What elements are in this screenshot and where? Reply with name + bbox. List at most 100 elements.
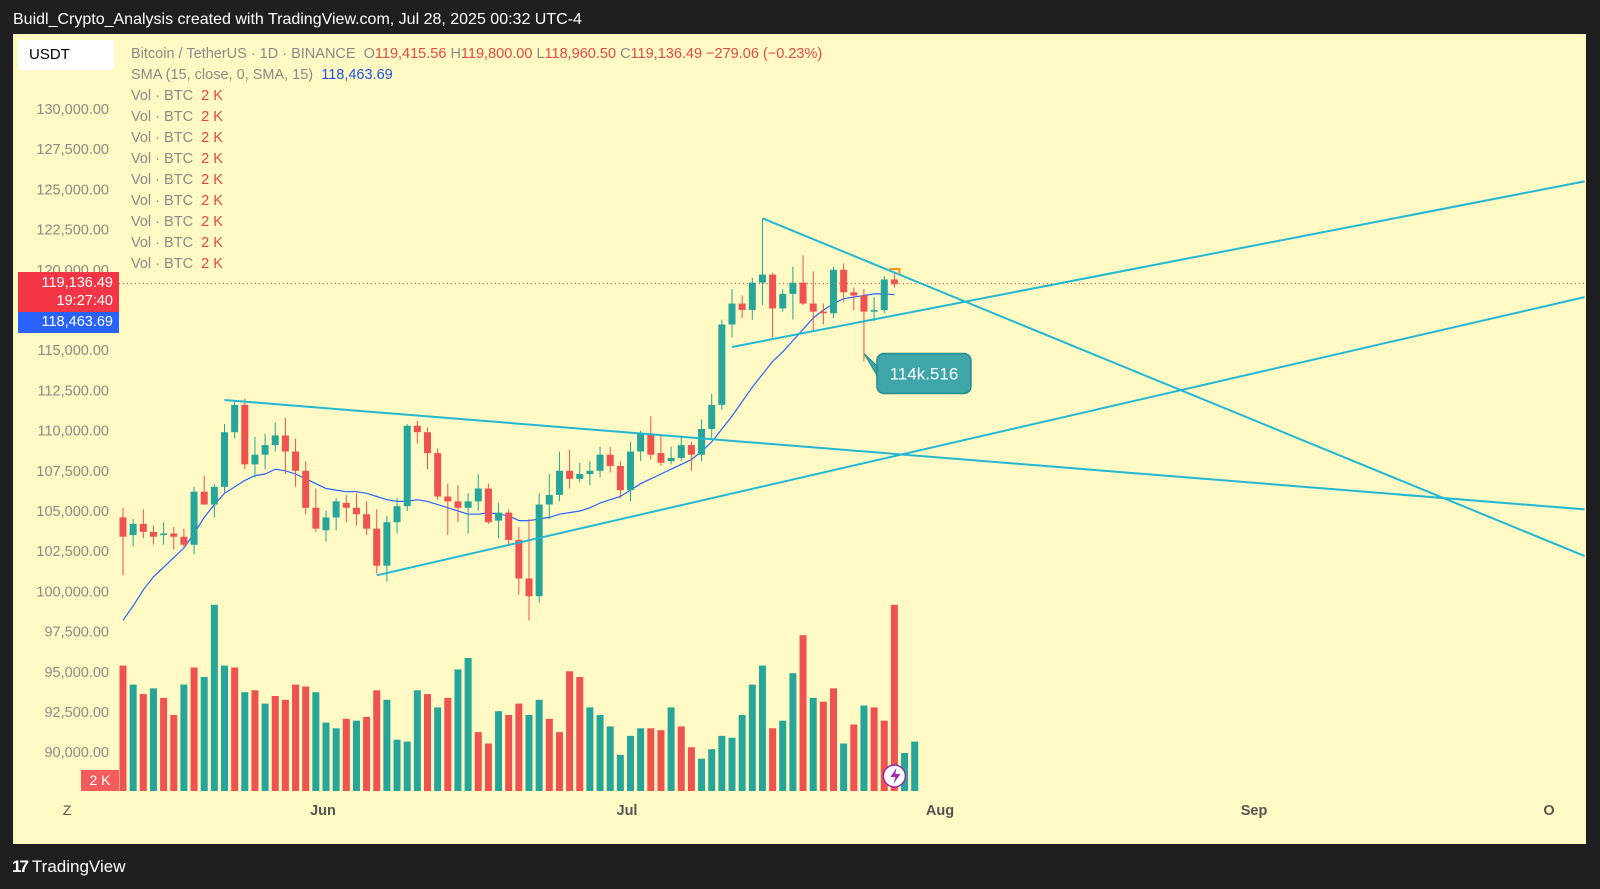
volume-row: Vol · BTC 2 K (131, 128, 822, 149)
candle-body (860, 295, 868, 312)
candle-body (515, 539, 523, 579)
volume-bar (779, 720, 787, 791)
sma-label: SMA (15, close, 0, SMA, 15) (131, 67, 314, 83)
candle-body (505, 512, 513, 540)
candle-body (880, 279, 888, 310)
volume-bar (149, 688, 157, 791)
candle-body (352, 507, 360, 515)
volume-bar (840, 743, 848, 791)
volume-bar (525, 715, 533, 791)
volume-row-label: Vol · BTC (131, 109, 194, 125)
header-bar: Buidl_Crypto_Analysis created with Tradi… (0, 0, 1600, 34)
open-label: O (363, 46, 375, 62)
candle-body (393, 506, 401, 523)
candle-body (210, 486, 218, 505)
change-value: −279.06 (−0.23%) (706, 46, 823, 62)
volume-bar (616, 754, 624, 791)
sma-row: SMA (15, close, 0, SMA, 15) 118,463.69 (131, 65, 822, 86)
chart-area[interactable]: 130,000.00 127,500.00 125,000.00 122,500.00… (13, 34, 1586, 844)
volume-row-value: 2 K (201, 256, 223, 272)
volume-row-value: 2 K (201, 130, 223, 146)
annotation-text: 114k.516 (890, 364, 959, 383)
candle-body (464, 501, 472, 508)
volume-bar (535, 699, 543, 791)
volume-bar (698, 758, 706, 791)
volume-bar (170, 715, 178, 791)
volume-row-value: 2 K (201, 214, 223, 230)
y-tick-label: 97,500.00 (44, 625, 109, 641)
volume-bar (637, 728, 645, 791)
volume-row: Vol · BTC 2 K (131, 149, 822, 170)
volume-bar (728, 737, 736, 791)
candle-body (424, 432, 431, 454)
volume-bar (667, 707, 675, 791)
currency-selector[interactable]: USDT (18, 40, 114, 70)
candle-body (698, 428, 706, 455)
footer-bar: 17 TradingView (0, 844, 1600, 889)
volume-bar (221, 665, 228, 791)
x-tick-label: Aug (926, 803, 954, 819)
candle-body (606, 454, 614, 466)
candle-body (616, 465, 624, 491)
volume-row: Vol · BTC 2 K (131, 86, 822, 107)
symbol-label: Bitcoin / TetherUS · 1D · BINANCE (131, 46, 356, 62)
candle-body (413, 425, 421, 433)
volume-bar (332, 728, 340, 791)
volume-row-label: Vol · BTC (131, 235, 194, 251)
candle-body (434, 453, 442, 497)
volume-bar (718, 735, 726, 791)
price-chart-svg[interactable]: 130,000.00 127,500.00 125,000.00 122,500.00… (13, 34, 1586, 844)
candle-body (890, 279, 898, 285)
zoom-button[interactable]: Z (62, 802, 72, 818)
volume-bar (281, 699, 289, 791)
candle-body (708, 404, 716, 429)
candle-body (200, 491, 208, 505)
volume-bar (850, 724, 858, 791)
candle-body (322, 517, 330, 531)
high-label: H (450, 46, 461, 62)
x-tick-label: Sep (1241, 803, 1268, 819)
candle-body (241, 404, 249, 465)
volume-row-label: Vol · BTC (131, 214, 194, 230)
volume-bar (241, 692, 249, 791)
tradingview-logo[interactable]: 17 TradingView (12, 857, 125, 877)
volume-bar (322, 722, 330, 791)
y-tick-label: 102,500.00 (36, 544, 109, 560)
volume-bar (890, 604, 898, 791)
volume-bar (545, 718, 553, 791)
low-value: 118,960.50 (544, 46, 617, 62)
volume-bar (596, 715, 604, 791)
candle-body (129, 523, 137, 536)
volume-bar (809, 697, 817, 791)
open-value: 119,415.56 (374, 46, 447, 62)
candle-body (870, 310, 878, 312)
volume-row: Vol · BTC 2 K (131, 107, 822, 128)
volume-bar (860, 705, 868, 791)
candle-body (149, 531, 157, 537)
candle-body (342, 502, 350, 508)
volume-bar (129, 684, 137, 791)
candle-body (738, 303, 746, 310)
volume-bar (363, 716, 371, 791)
volume-bar (576, 677, 584, 791)
volume-bar (515, 703, 523, 791)
volume-row-label: Vol · BTC (131, 256, 194, 272)
volume-bar (647, 728, 655, 791)
volume-bar (454, 669, 462, 791)
volume-bar (566, 671, 574, 791)
candle-body (728, 303, 736, 325)
y-tick-label: 112,500.00 (38, 383, 110, 399)
volume-bar (748, 684, 756, 791)
volume-bar (383, 699, 391, 791)
volume-bar (413, 690, 421, 791)
candle-body (667, 457, 675, 462)
volume-bar (627, 735, 634, 791)
candle-body (332, 501, 340, 518)
candle-body (647, 433, 655, 455)
candle-body (495, 512, 503, 521)
trendline (731, 180, 1585, 348)
y-tick-label: 92,500.00 (44, 705, 109, 721)
candle-body (190, 491, 198, 545)
candle-body (302, 470, 310, 508)
candle-body (474, 488, 482, 502)
